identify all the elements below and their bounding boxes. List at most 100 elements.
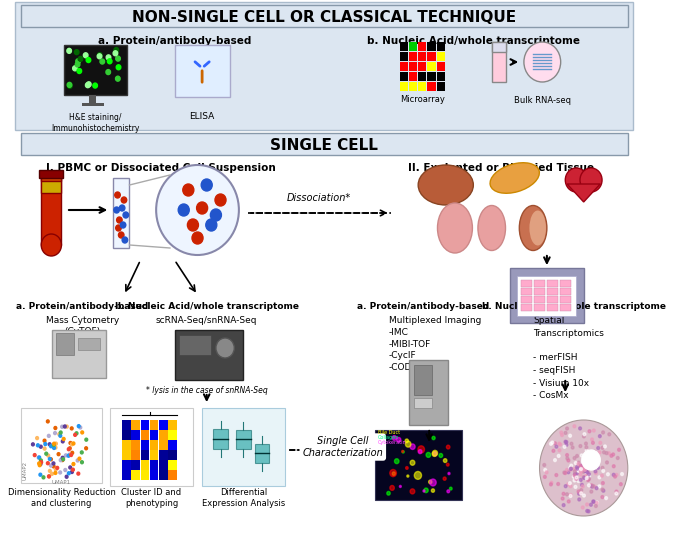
Circle shape bbox=[585, 461, 587, 464]
Circle shape bbox=[75, 62, 80, 67]
Circle shape bbox=[564, 431, 567, 435]
Bar bbox=[414, 365, 432, 395]
Circle shape bbox=[429, 480, 432, 484]
Bar bbox=[427, 82, 435, 91]
Bar bbox=[547, 304, 558, 311]
Circle shape bbox=[80, 461, 83, 464]
Circle shape bbox=[587, 473, 590, 476]
Bar bbox=[427, 42, 435, 51]
Circle shape bbox=[77, 69, 82, 74]
Circle shape bbox=[77, 425, 80, 427]
Circle shape bbox=[524, 42, 560, 82]
Circle shape bbox=[594, 451, 596, 453]
Bar bbox=[89, 95, 97, 103]
Bar bbox=[400, 62, 408, 71]
Circle shape bbox=[49, 445, 52, 448]
Bar bbox=[78, 338, 100, 350]
Circle shape bbox=[587, 478, 589, 481]
Circle shape bbox=[67, 82, 72, 87]
Circle shape bbox=[565, 168, 587, 192]
Circle shape bbox=[579, 445, 582, 447]
Text: Differential
Expression Analysis: Differential Expression Analysis bbox=[202, 488, 285, 508]
Bar bbox=[213, 429, 228, 448]
Bar bbox=[56, 333, 74, 355]
Circle shape bbox=[583, 432, 586, 436]
Circle shape bbox=[575, 462, 577, 465]
Ellipse shape bbox=[490, 163, 539, 194]
Circle shape bbox=[407, 475, 409, 477]
Circle shape bbox=[43, 439, 46, 442]
Circle shape bbox=[38, 456, 41, 459]
Circle shape bbox=[573, 475, 575, 478]
Circle shape bbox=[594, 472, 598, 474]
Circle shape bbox=[579, 427, 581, 430]
Circle shape bbox=[602, 451, 606, 454]
Bar bbox=[82, 103, 103, 106]
Circle shape bbox=[566, 483, 569, 486]
Bar bbox=[131, 420, 140, 430]
Bar bbox=[41, 175, 62, 193]
Circle shape bbox=[54, 446, 57, 449]
Circle shape bbox=[197, 202, 208, 214]
Circle shape bbox=[587, 459, 589, 462]
Circle shape bbox=[567, 500, 570, 503]
Text: Spatial
Transcriptomics

- merFISH
- seqFISH
- Visium 10x
- CosMx: Spatial Transcriptomics - merFISH - seqF… bbox=[533, 316, 604, 400]
Circle shape bbox=[68, 453, 71, 456]
Circle shape bbox=[569, 484, 572, 488]
Circle shape bbox=[77, 472, 80, 475]
Circle shape bbox=[66, 425, 68, 428]
Circle shape bbox=[557, 455, 560, 457]
Circle shape bbox=[114, 207, 120, 213]
Bar bbox=[437, 52, 445, 61]
Circle shape bbox=[201, 179, 212, 191]
Circle shape bbox=[591, 438, 594, 441]
Circle shape bbox=[584, 469, 587, 472]
Circle shape bbox=[569, 482, 571, 485]
Circle shape bbox=[64, 454, 67, 457]
Circle shape bbox=[569, 468, 572, 471]
Circle shape bbox=[592, 500, 595, 503]
Circle shape bbox=[550, 442, 552, 445]
Circle shape bbox=[47, 454, 49, 457]
Circle shape bbox=[589, 450, 592, 453]
Bar bbox=[21, 408, 102, 483]
Circle shape bbox=[587, 474, 590, 478]
Circle shape bbox=[587, 484, 590, 487]
Circle shape bbox=[575, 466, 579, 468]
Circle shape bbox=[602, 489, 605, 492]
Circle shape bbox=[571, 446, 574, 449]
Circle shape bbox=[585, 466, 588, 469]
Circle shape bbox=[390, 486, 394, 491]
Circle shape bbox=[554, 458, 556, 462]
Circle shape bbox=[49, 457, 51, 461]
Bar bbox=[131, 470, 140, 479]
Circle shape bbox=[48, 443, 51, 446]
Text: Bile Duct: Bile Duct bbox=[378, 430, 400, 435]
Circle shape bbox=[59, 431, 62, 434]
Circle shape bbox=[555, 445, 558, 448]
Circle shape bbox=[588, 430, 591, 433]
Circle shape bbox=[580, 466, 583, 469]
Circle shape bbox=[592, 441, 594, 445]
Bar bbox=[168, 420, 177, 430]
Circle shape bbox=[381, 437, 383, 440]
Circle shape bbox=[581, 464, 585, 467]
Text: NON-SINGLE CELL OR CLASSICAL TECHNIQUE: NON-SINGLE CELL OR CLASSICAL TECHNIQUE bbox=[132, 11, 516, 25]
Circle shape bbox=[55, 442, 57, 445]
Bar bbox=[149, 450, 158, 460]
Circle shape bbox=[447, 490, 450, 493]
Bar bbox=[202, 408, 285, 486]
Circle shape bbox=[581, 461, 585, 464]
Circle shape bbox=[577, 462, 580, 466]
Circle shape bbox=[550, 481, 553, 484]
Circle shape bbox=[594, 504, 598, 508]
Circle shape bbox=[68, 447, 71, 450]
Circle shape bbox=[100, 59, 105, 64]
Bar bbox=[427, 52, 435, 61]
Circle shape bbox=[115, 192, 120, 198]
Circle shape bbox=[587, 478, 589, 482]
Circle shape bbox=[580, 454, 583, 457]
Circle shape bbox=[62, 440, 64, 443]
Circle shape bbox=[577, 490, 580, 493]
Circle shape bbox=[569, 493, 572, 497]
